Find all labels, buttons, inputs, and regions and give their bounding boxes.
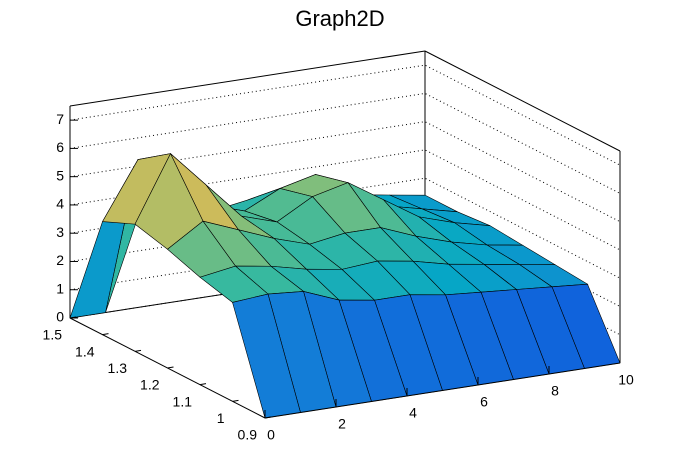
z-tick-label: 2 bbox=[56, 252, 64, 268]
z-tick-label: 7 bbox=[56, 111, 64, 127]
y-tick bbox=[199, 383, 207, 386]
y-tick-label: 1.5 bbox=[43, 327, 63, 343]
x-tick-label: 8 bbox=[551, 383, 559, 399]
y-tick-label: 1.2 bbox=[140, 377, 160, 393]
chart-title: Graph2D bbox=[295, 6, 384, 31]
z-tick-label: 3 bbox=[56, 224, 64, 240]
y-tick-label: 1.3 bbox=[108, 360, 128, 376]
y-tick bbox=[134, 349, 142, 352]
y-tick-label: 1 bbox=[217, 410, 225, 426]
x-tick-label: 10 bbox=[618, 372, 634, 388]
y-tick bbox=[264, 416, 272, 419]
x-tick-label: 0 bbox=[267, 427, 275, 443]
y-tick-label: 1.1 bbox=[173, 393, 193, 409]
box-edge bbox=[424, 50, 621, 152]
y-tick bbox=[69, 316, 77, 319]
box-edge bbox=[69, 50, 426, 107]
y-tick bbox=[167, 366, 174, 369]
y-tick-label: 1.4 bbox=[75, 343, 95, 359]
x-tick-label: 4 bbox=[409, 405, 417, 421]
y-tick-label: 0.9 bbox=[238, 427, 258, 443]
y-tick bbox=[232, 399, 239, 402]
z-tick-label: 5 bbox=[56, 167, 64, 183]
x-axis bbox=[264, 362, 621, 419]
z-tick-label: 6 bbox=[56, 139, 64, 155]
z-tick-label: 0 bbox=[56, 309, 64, 325]
y-tick bbox=[102, 333, 109, 336]
z-tick-label: 4 bbox=[56, 196, 64, 212]
x-tick-label: 6 bbox=[480, 394, 488, 410]
z-tick-label: 1 bbox=[56, 280, 64, 296]
x-tick-label: 2 bbox=[338, 416, 346, 432]
